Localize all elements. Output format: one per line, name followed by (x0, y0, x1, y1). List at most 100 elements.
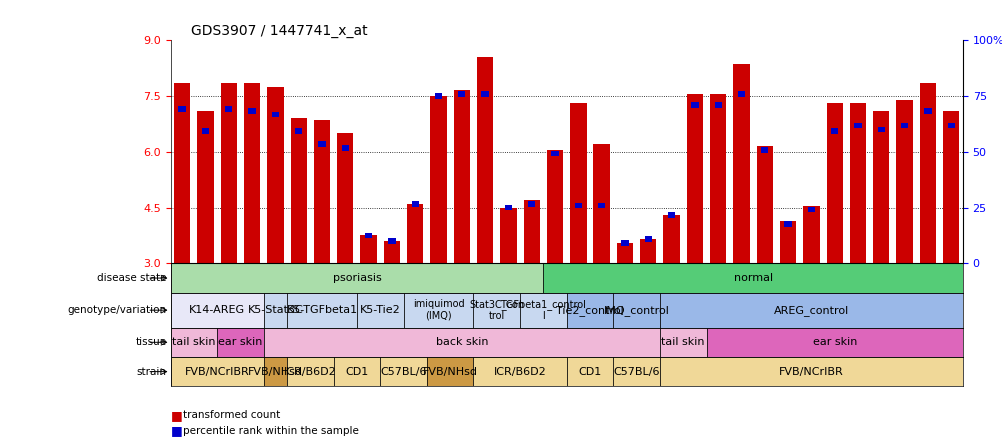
Bar (178, 106, 185, 111)
Bar (756, 146, 773, 263)
Bar (690, 102, 697, 108)
Text: IMQ_control: IMQ_control (603, 305, 669, 316)
Bar (620, 240, 628, 246)
Bar (942, 111, 959, 263)
Bar (686, 94, 702, 263)
Text: ICR/B6D2: ICR/B6D2 (493, 367, 546, 377)
Bar (407, 204, 423, 263)
Bar (477, 57, 493, 263)
Bar (569, 103, 586, 263)
Bar (659, 357, 962, 386)
Bar (435, 93, 442, 99)
Bar (170, 293, 264, 328)
Bar (430, 96, 446, 263)
Bar (616, 243, 632, 263)
Text: tissue: tissue (135, 337, 166, 347)
Text: disease state: disease state (97, 273, 166, 283)
Bar (287, 357, 334, 386)
Bar (546, 150, 563, 263)
Bar (732, 64, 748, 263)
Bar (877, 127, 884, 132)
Bar (170, 357, 264, 386)
Bar (659, 293, 962, 328)
Text: genotype/variation: genotype/variation (67, 305, 166, 315)
Bar (264, 328, 659, 357)
Bar (201, 128, 209, 134)
Text: imiquimod
(IMQ): imiquimod (IMQ) (412, 299, 464, 321)
Text: tail skin: tail skin (660, 337, 704, 347)
Bar (411, 201, 419, 206)
Bar (357, 293, 403, 328)
Bar (173, 83, 190, 263)
Bar (597, 203, 605, 209)
Bar (380, 357, 427, 386)
Bar (784, 222, 791, 227)
Bar (737, 91, 744, 97)
Bar (342, 145, 349, 151)
Bar (523, 200, 539, 263)
Text: Tie2_control: Tie2_control (555, 305, 623, 316)
Text: K5-Tie2: K5-Tie2 (360, 305, 400, 315)
Bar (644, 236, 651, 242)
Bar (504, 205, 512, 210)
Text: FVB/NHsd: FVB/NHsd (247, 367, 303, 377)
Bar (337, 133, 353, 263)
Bar (947, 123, 954, 128)
Bar (287, 293, 357, 328)
Text: ear skin: ear skin (218, 337, 263, 347)
Bar (849, 103, 866, 263)
Text: K5-Stat3C: K5-Stat3C (247, 305, 303, 315)
Bar (713, 102, 721, 108)
Text: K5-TGFbeta1: K5-TGFbeta1 (287, 305, 357, 315)
Bar (761, 147, 768, 153)
Bar (566, 293, 612, 328)
Text: back skin: back skin (435, 337, 488, 347)
Text: TGFbeta1_control
l: TGFbeta1_control l (500, 299, 586, 321)
Bar (639, 239, 655, 263)
Bar (220, 83, 236, 263)
Bar (243, 83, 260, 263)
Bar (520, 293, 566, 328)
Bar (826, 103, 842, 263)
Bar (543, 263, 962, 293)
Text: CD1: CD1 (578, 367, 601, 377)
Bar (574, 203, 581, 209)
Bar (923, 108, 931, 114)
Text: FVB/NHsd: FVB/NHsd (422, 367, 477, 377)
Bar (365, 233, 372, 238)
Text: FVB/NCrIBR: FVB/NCrIBR (779, 367, 843, 377)
Text: Stat3C_con
trol: Stat3C_con trol (469, 299, 524, 321)
Bar (334, 357, 380, 386)
Bar (473, 293, 520, 328)
Bar (803, 206, 819, 263)
Bar (224, 106, 232, 111)
Text: strain: strain (136, 367, 166, 377)
Bar (896, 99, 912, 263)
Bar (403, 293, 473, 328)
Text: tail skin: tail skin (172, 337, 215, 347)
Bar (272, 111, 279, 117)
Bar (216, 328, 264, 357)
Bar (551, 151, 558, 156)
Text: FVB/NCrIBR: FVB/NCrIBR (184, 367, 249, 377)
Bar (481, 91, 488, 97)
Bar (314, 120, 330, 263)
Text: ■: ■ (170, 424, 182, 437)
Bar (295, 128, 302, 134)
Bar (197, 111, 213, 263)
Bar (360, 235, 377, 263)
Bar (527, 201, 535, 206)
Bar (612, 293, 659, 328)
Bar (919, 83, 935, 263)
Bar (612, 357, 659, 386)
Bar (566, 357, 612, 386)
Bar (384, 241, 400, 263)
Text: ICR/B6D2: ICR/B6D2 (284, 367, 337, 377)
Bar (667, 212, 674, 218)
Bar (780, 221, 796, 263)
Bar (427, 357, 473, 386)
Bar (388, 238, 395, 244)
Bar (854, 123, 861, 128)
Text: psoriasis: psoriasis (333, 273, 381, 283)
Text: AREG_control: AREG_control (773, 305, 848, 316)
